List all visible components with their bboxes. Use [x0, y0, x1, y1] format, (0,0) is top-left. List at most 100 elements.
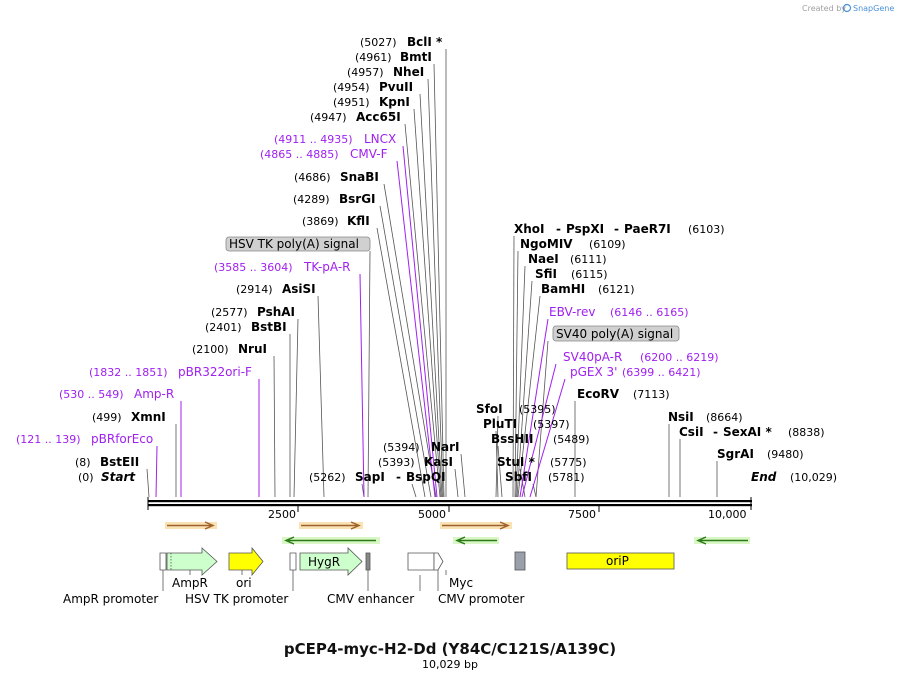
snapgene-logo-icon: [842, 3, 852, 13]
credit-prefix: Created by: [802, 4, 846, 13]
enzyme-snabi[interactable]: SnaBI: [340, 170, 379, 184]
enzyme-sfoi[interactable]: SfoI: [476, 402, 503, 416]
cmv-enhancer-feature[interactable]: [407, 552, 435, 571]
map-length: 10,029 bp: [422, 658, 478, 671]
enzyme-bsrgi[interactable]: BsrGI: [339, 192, 376, 206]
enzyme-asisi[interactable]: AsiSI: [282, 282, 316, 296]
myc-label: Myc: [449, 576, 473, 590]
enzyme-paer7i[interactable]: PaeR7I: [624, 222, 671, 236]
enzyme-pspxi[interactable]: PspXI: [566, 222, 604, 236]
enzyme-naei[interactable]: NaeI: [528, 252, 559, 266]
enzyme-ecorv[interactable]: EcoRV: [577, 387, 620, 401]
enzyme-nrui[interactable]: NruI: [238, 342, 267, 356]
enzyme-csii[interactable]: CsiI: [679, 425, 704, 439]
start-coord: (0): [78, 471, 94, 484]
ruler-ticks: [147, 497, 752, 512]
enzyme-stui[interactable]: StuI *: [497, 455, 536, 469]
primer-tkpar[interactable]: TK-pA-R: [303, 260, 351, 274]
enzyme-sexai[interactable]: SexAI *: [723, 425, 772, 439]
primer-range-sv40par: (6200 .. 6219): [640, 351, 719, 364]
hsv-tk-promoter-feature[interactable]: [289, 552, 297, 571]
ruler-label-2500: 2500: [268, 508, 296, 521]
ampr-feature[interactable]: [166, 547, 218, 576]
ori-label: ori: [236, 576, 252, 590]
sv40-polya-feature[interactable]: [514, 551, 526, 571]
enzyme-bcli[interactable]: BclI *: [407, 35, 443, 49]
enzyme-bsteii[interactable]: BstEII: [100, 455, 139, 469]
primer-arrow-forward[interactable]: [442, 521, 510, 530]
primer-arrow-forward[interactable]: [167, 521, 215, 530]
primer-leader-lines: [155, 145, 566, 498]
backbone-strand-bottom: [148, 504, 752, 507]
primer-arrow-reverse[interactable]: [284, 536, 376, 545]
paer7i-separator: -: [614, 222, 619, 236]
hsv-tk-polya-box[interactable]: [225, 236, 371, 252]
start-label: Start: [101, 470, 136, 484]
cmv-promoter-feature[interactable]: [433, 552, 444, 571]
enzyme-sbfi[interactable]: SbfI: [505, 470, 532, 484]
enzyme-coord-bcli: (5027): [360, 36, 397, 49]
sv40-polya-box[interactable]: [552, 325, 680, 342]
enzyme-coord-nrui: (2100): [192, 343, 229, 356]
enzyme-coord-sexai: (8838): [788, 426, 825, 439]
enzyme-coord-sapi: (5262): [309, 471, 346, 484]
primer-pbrfor[interactable]: pBRforEco: [91, 432, 153, 446]
enzyme-coord-bmti: (4961): [355, 51, 392, 64]
enzyme-coord-nhei: (4957): [347, 66, 384, 79]
primer-ampr[interactable]: Amp-R: [134, 387, 174, 401]
enzyme-xmni[interactable]: XmnI: [131, 410, 166, 424]
enzyme-coord-asisi: (2914): [236, 283, 273, 296]
enzyme-sfii[interactable]: SfiI: [535, 267, 557, 281]
enzyme-coord-pvuii: (4954): [333, 81, 370, 94]
ampr-label: AmpR: [172, 576, 208, 590]
primer-lncx[interactable]: LNCX: [364, 132, 396, 146]
primer-arrow-reverse[interactable]: [455, 536, 497, 545]
enzyme-bstbi[interactable]: BstBI: [251, 320, 287, 334]
enzyme-kpni[interactable]: KpnI: [379, 95, 410, 109]
enzyme-nhei[interactable]: NheI: [393, 65, 424, 79]
credit-brand[interactable]: SnapGene: [853, 4, 894, 13]
enzyme-pvuii[interactable]: PvuII: [379, 80, 413, 94]
enzyme-coord-plui: (5397): [533, 418, 570, 431]
primer-range-pgex3: (6399 .. 6421): [622, 366, 701, 379]
enzyme-acc65i[interactable]: Acc65I: [356, 110, 401, 124]
enzyme-bamhi[interactable]: BamHI: [541, 282, 585, 296]
primer-range-ebvrev: (6146 .. 6165): [610, 306, 689, 319]
enzyme-coord-snabi: (4686): [294, 171, 331, 184]
sexai-separator: -: [713, 425, 718, 439]
enzyme-bmti[interactable]: BmtI: [400, 50, 432, 64]
hygr-feature[interactable]: [299, 547, 363, 576]
enzyme-plui[interactable]: PluTI: [483, 417, 517, 431]
primer-pgex3[interactable]: pGEX 3': [570, 365, 617, 379]
enzyme-coord-nari: (5394): [383, 441, 420, 454]
orip-feature[interactable]: [566, 552, 675, 570]
enzyme-sgrai[interactable]: SgrAI: [717, 447, 754, 461]
enzyme-coord-bstbi: (2401): [205, 321, 242, 334]
enzyme-coord-nsii: (8664): [706, 411, 743, 424]
ori-feature[interactable]: [228, 546, 264, 577]
primer-pbr322[interactable]: pBR322ori-F: [178, 365, 252, 379]
enzyme-kfli[interactable]: KflI: [347, 214, 370, 228]
primer-cmvf[interactable]: CMV-F: [350, 147, 388, 161]
enzyme-nari[interactable]: NarI: [431, 440, 460, 454]
primer-arrow-forward[interactable]: [301, 521, 361, 530]
primer-arrow-reverse[interactable]: [696, 536, 748, 545]
enzyme-coord-sbfi: (5781): [548, 471, 585, 484]
cmv-enhancer-label: CMV enhancer: [327, 592, 414, 606]
enzyme-pshai[interactable]: PshAI: [257, 305, 295, 319]
primer-sv40par[interactable]: SV40pA-R: [563, 350, 622, 364]
enzyme-bspqi[interactable]: BspQI: [406, 470, 446, 484]
enzyme-xhoi[interactable]: XhoI: [514, 222, 545, 236]
enzyme-ngomiv[interactable]: NgoMIV: [520, 237, 573, 251]
hsv-tk-polya-label: HSV TK poly(A) signal: [229, 237, 359, 251]
enzyme-nsii[interactable]: NsiI: [668, 410, 694, 424]
map-title: pCEP4-myc-H2-Dd (Y84C/C121S/A139C): [284, 640, 616, 658]
enzyme-coord-sfoi: (5395): [519, 403, 556, 416]
enzyme-kasi[interactable]: KasI: [424, 455, 453, 469]
ampr-promoter-feature[interactable]: [159, 552, 167, 571]
enzyme-bsshii[interactable]: BssHII: [491, 432, 533, 446]
hsv-tk-polya-feature[interactable]: [365, 552, 371, 571]
enzyme-sapi[interactable]: SapI: [355, 470, 385, 484]
primer-ebvrev[interactable]: EBV-rev: [549, 305, 595, 319]
